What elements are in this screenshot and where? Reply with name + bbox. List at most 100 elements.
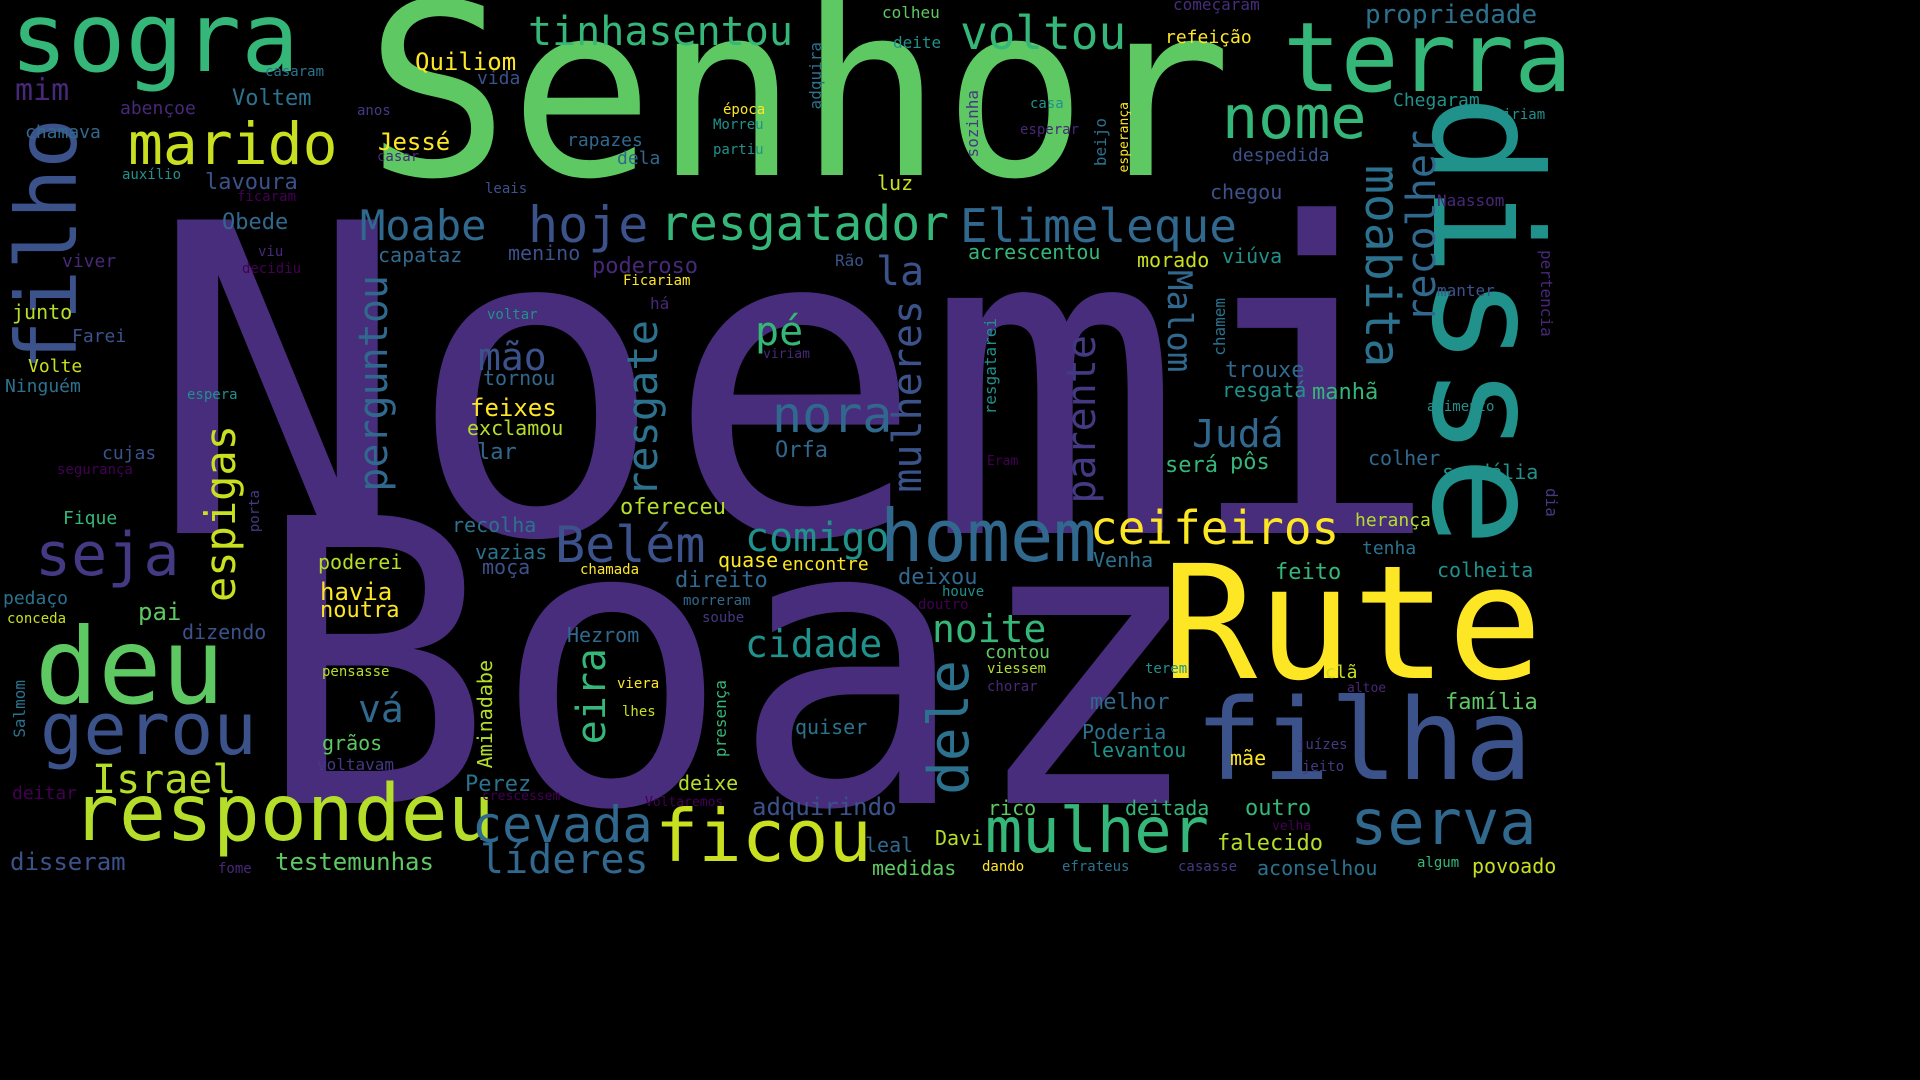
word-mao: mão [478,335,547,379]
word-marido: marido [128,110,338,178]
word-juizes: juízes [1297,737,1348,753]
word-pedaco: pedaço [3,588,69,609]
word-chamada: chamada [580,562,640,578]
word-povoado: povoado [1472,854,1557,878]
word-casa: casa [1030,96,1064,112]
word-rapazes: rapazes [567,130,643,151]
word-quiser: quiser [795,715,868,739]
word-noemi: Noemi [148,135,1443,635]
word-nome: nome [1222,83,1367,153]
word-melhor: melhor [1090,690,1170,715]
word-tinhasentou: tinhasentou [528,9,793,55]
word-israel: Israel [92,757,237,803]
word-testemunhas: testemunhas [275,848,434,876]
word-seja: seja [35,520,180,590]
word-voltem: Voltem [232,86,312,111]
word-sogra: sogra [10,0,299,94]
word-encontre: encontre [782,554,869,575]
word-viriam: viriam [763,347,810,362]
word-cla: clã [1325,662,1358,683]
word-cujas: cujas [102,443,157,464]
word-gerou: gerou [40,687,257,771]
word-juda: Judá [1192,412,1284,456]
word-jesse: Jessé [378,128,451,156]
word-mim: mim [15,73,70,108]
word-ficariam: Ficariam [623,273,691,289]
word-filha: filha [1195,676,1533,806]
word-ofereceu: ofereceu [620,495,726,520]
word-familia: família [1445,690,1538,715]
word-pai: pai [138,598,182,626]
word-voltar: voltar [487,307,538,323]
word-adquira: adquira [806,42,825,110]
word-quase: quase [718,548,779,572]
word-colher: colher [1368,446,1441,470]
word-doutro: doutro [918,597,969,613]
word-moabe: Moabe [360,201,487,250]
word-graos: grãos [322,731,383,755]
word-chegaram: Chegaram [1393,90,1480,111]
word-vida: vida [477,68,521,89]
word-dela: dela [617,148,661,169]
word-colheu: colheu [882,3,940,22]
word-mae: mãe [1230,746,1267,770]
word-viu: viu [258,244,284,260]
word-morreram: morreram [683,593,751,609]
word-lar: lar [477,440,517,465]
word-aminadabe: Aminadabe [473,660,497,769]
word-poderoso: poderoso [592,254,698,279]
word-chamem: chamem [1210,298,1229,356]
word-feito: feito [1275,560,1342,585]
word-ninguem: Ninguém [5,376,81,397]
word-partiu: partiu [713,142,764,158]
word-fique: Fique [63,508,118,529]
word-mulheres: mulheres [885,300,931,493]
word-refeicao: refeição [1165,27,1252,48]
word-voltou: voltou [960,6,1127,60]
word-lavoura: lavoura [205,170,298,195]
word-epoca: época [723,102,766,118]
word-casaram: casaram [265,64,325,80]
word-pe: pé [755,309,804,355]
word-casasse: casasse [1178,859,1238,875]
word-chamava: chamava [25,122,101,143]
word-deixe: deixe [678,771,739,795]
word-menino: menino [508,241,581,265]
word-fome: fome [218,861,252,877]
word-anos: anos [357,103,391,119]
word-vazias: vazias [475,540,548,564]
word-noutra: noutra [320,598,400,623]
word-resgate: resgate [618,320,667,498]
word-deixou: deixou [898,565,978,590]
word-outro: outro [1245,796,1312,821]
word-ha: há [650,294,670,313]
word-contou: contou [985,642,1051,663]
word-malom: Malom [1159,270,1199,373]
word-volte: Volte [28,356,83,377]
word-deite: deite [893,33,942,52]
word-dia: dia [1542,488,1561,517]
word-rico: rico [988,796,1037,820]
word-auxilio: auxílio [122,167,182,183]
word-noite: noite [932,607,1047,651]
word-espera: espera [187,387,238,403]
word-voltaremos: Voltaremos [645,795,724,810]
word-jeito: jeito [1302,759,1345,775]
word-porta: porta [247,490,263,533]
word-obede: Obede [222,210,289,235]
word-perez: Perez [465,772,532,797]
word-senhor: Senhor [365,0,1232,232]
word-recolha: recolha [452,513,537,537]
word-parente: parente [1059,335,1105,504]
word-alimento: alimento [1427,399,1495,415]
word-direito: direito [675,568,768,593]
word-chorar: chorar [987,679,1038,695]
word-exclamou: exclamou [467,416,564,440]
word-dando: dando [982,859,1025,875]
word-cidade: cidade [745,622,883,666]
word-nora: nora [772,386,893,444]
word-feixes: feixes [470,394,557,422]
word-pertencia: pertencia [1537,250,1556,337]
word-leal: leal [865,833,914,857]
word-capataz: capataz [378,243,463,267]
